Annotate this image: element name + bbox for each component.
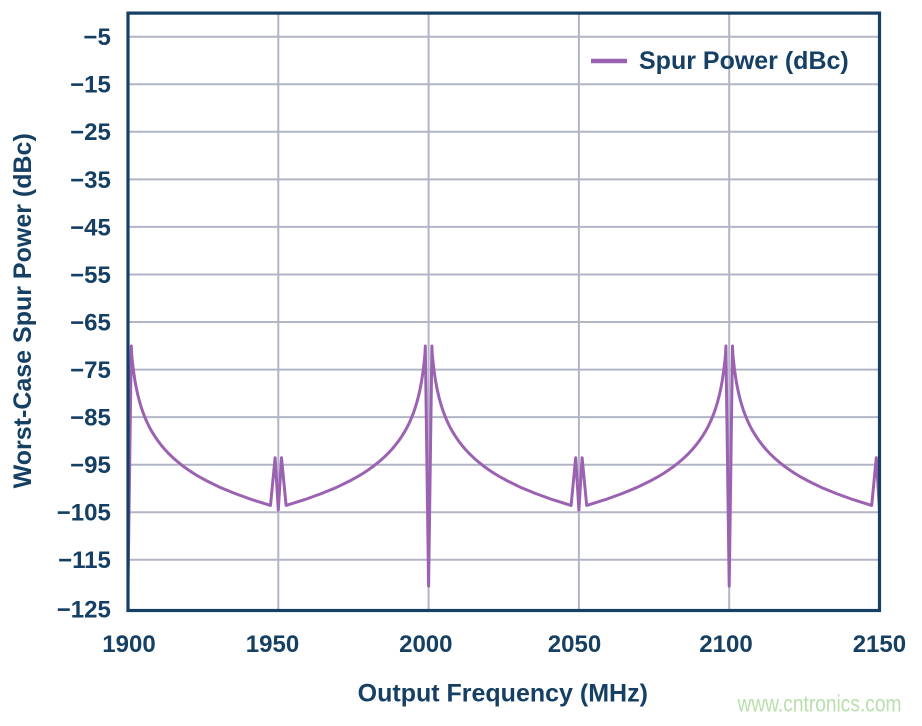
svg-text:−25: −25 [70, 119, 111, 146]
svg-text:2050: 2050 [548, 631, 601, 658]
svg-text:−85: −85 [70, 405, 111, 432]
svg-text:−35: −35 [70, 167, 111, 194]
svg-text:−75: −75 [70, 357, 111, 384]
svg-text:Worst-Case Spur Power (dBc): Worst-Case Spur Power (dBc) [9, 133, 37, 488]
svg-text:1900: 1900 [102, 631, 155, 658]
svg-text:−65: −65 [70, 309, 111, 336]
svg-text:Output Frequency (MHz): Output Frequency (MHz) [358, 680, 648, 708]
svg-text:−115: −115 [58, 547, 111, 574]
svg-text:1950: 1950 [246, 631, 299, 658]
svg-text:www.cntronics.com: www.cntronics.com [737, 691, 902, 717]
svg-text:−5: −5 [83, 24, 110, 51]
svg-text:−125: −125 [57, 596, 111, 623]
svg-text:−105: −105 [57, 500, 111, 527]
svg-text:2100: 2100 [699, 631, 752, 658]
svg-text:−95: −95 [70, 452, 111, 479]
svg-text:2000: 2000 [399, 631, 452, 658]
svg-text:2150: 2150 [853, 631, 906, 658]
svg-text:−45: −45 [70, 214, 111, 241]
svg-text:−15: −15 [70, 72, 111, 99]
svg-text:Spur Power (dBc): Spur Power (dBc) [639, 47, 849, 75]
svg-text:−55: −55 [70, 262, 111, 289]
